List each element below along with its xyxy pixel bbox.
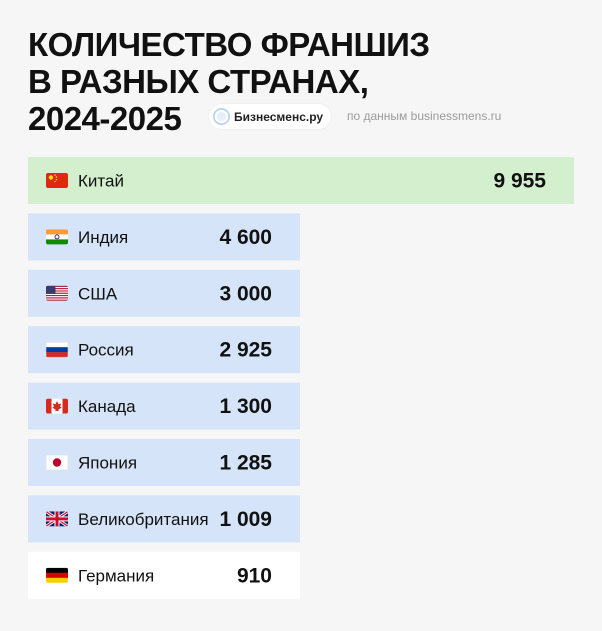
- value-label: 2 925: [219, 339, 272, 362]
- bar-row: Япония 1 285: [28, 439, 300, 486]
- bar-row: США 3 000: [28, 269, 300, 317]
- bar: [28, 213, 300, 261]
- china-flag-icon: [46, 173, 68, 188]
- value-label: 910: [237, 564, 272, 587]
- source-note: по данным businessmens.ru: [347, 109, 502, 123]
- bar: [28, 551, 300, 599]
- canada-flag-icon: [46, 398, 68, 414]
- bar: [28, 157, 574, 204]
- category-label: Индия: [78, 228, 128, 247]
- category-label: Китай: [78, 172, 124, 191]
- germany-flag-icon: [46, 567, 68, 583]
- value-label: 1 300: [219, 395, 272, 418]
- russia-flag-icon: [46, 342, 68, 358]
- title-line-2: В РАЗНЫХ СТРАНАХ,: [28, 63, 369, 100]
- japan-flag-icon: [46, 455, 68, 470]
- category-label: Япония: [78, 454, 137, 473]
- value-label: 4 600: [219, 226, 272, 249]
- india-flag-icon: [46, 229, 68, 245]
- brand-name: Бизнесменс.ру: [234, 109, 324, 124]
- brand-badge[interactable]: Бизнесменс.ру: [209, 104, 332, 129]
- usa-flag-icon: [46, 285, 68, 301]
- category-label: США: [78, 284, 118, 303]
- value-label: 3 000: [219, 282, 272, 305]
- category-label: Германия: [78, 566, 154, 585]
- bar: [28, 382, 300, 430]
- category-label: Россия: [78, 341, 134, 360]
- bar-row: Россия 2 925: [28, 326, 300, 374]
- chart-title: КОЛИЧЕСТВО ФРАНШИЗ В РАЗНЫХ СТРАНАХ, 202…: [28, 26, 430, 137]
- value-label: 1 285: [219, 452, 272, 475]
- bar-row: Канада 1 300: [28, 382, 300, 430]
- title-line-3: 2024-2025: [28, 100, 182, 137]
- bar: [28, 439, 300, 486]
- value-label: 9 955: [493, 170, 546, 193]
- bar: [28, 326, 300, 374]
- uk-flag-icon: [46, 511, 68, 527]
- bar-row: Индия 4 600: [28, 213, 300, 261]
- bar-row: Китай 9 955: [28, 157, 574, 204]
- bar: [28, 269, 300, 317]
- bar: [28, 495, 300, 543]
- category-label: Великобритания: [78, 510, 209, 529]
- category-label: Канада: [78, 397, 136, 416]
- title-line-1: КОЛИЧЕСТВО ФРАНШИЗ: [28, 26, 430, 63]
- bar-row: Великобритания 1 009: [28, 495, 300, 543]
- bar-row: Германия 910: [28, 551, 300, 599]
- brand-logo-icon: [213, 108, 230, 125]
- value-label: 1 009: [219, 508, 272, 531]
